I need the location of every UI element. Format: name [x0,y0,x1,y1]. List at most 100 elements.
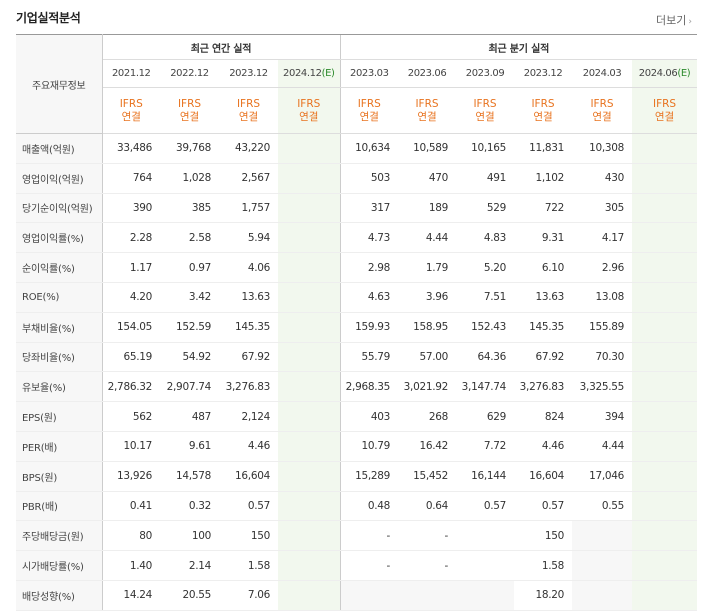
table-cell: 155.89 [572,312,632,342]
consolidation-type: 연결 [514,111,572,124]
table-cell: 154.05 [102,312,160,342]
table-cell [572,551,632,581]
row-label: BPS(원) [16,461,102,491]
consolidation-type: 연결 [278,111,340,124]
period-header: 2022.12 [160,60,219,88]
company-performance-widget: 기업실적분석 더보기 › 주요재무정보 최근 연간 실적 최근 분기 실적 202… [0,0,704,591]
table-cell: 529 [456,193,514,223]
table-cell [278,193,340,223]
table-cell: 18.20 [514,580,572,610]
table-cell: 562 [102,402,160,432]
row-label: PER(배) [16,431,102,461]
accounting-basis: IFRS 연결 [160,88,219,134]
table-cell: 150 [219,521,278,551]
period-label: 2021.12 [112,68,151,79]
period-header: 2023.12 [514,60,572,88]
accounting-basis: IFRS 연결 [456,88,514,134]
accounting-basis: IFRS 연결 [278,88,340,134]
row-label: ROE(%) [16,282,102,312]
table-row: 매출액(억원) 33,486 39,768 43,220 10,634 10,589 10,… [16,134,697,164]
table-cell: 189 [398,193,456,223]
table-cell: 5.20 [456,253,514,283]
table-cell: 2.98 [340,253,398,283]
table-cell: 145.35 [514,312,572,342]
consolidation-type: 연결 [398,111,456,124]
table-cell: 16,144 [456,461,514,491]
table-cell [632,312,697,342]
more-link[interactable]: 더보기 › [656,12,692,28]
period-header: 2023.12 [219,60,278,88]
table-cell: 4.17 [572,223,632,253]
period-header: 2023.09 [456,60,514,88]
table-cell: 4.46 [219,431,278,461]
table-cell [632,253,697,283]
table-cell: - [398,521,456,551]
accounting-basis: IFRS 연결 [398,88,456,134]
accounting-basis: IFRS 연결 [572,88,632,134]
table-cell [278,461,340,491]
period-label: 2024.06 [639,68,678,79]
table-cell: 13.63 [219,282,278,312]
table-cell [278,402,340,432]
table-cell: 317 [340,193,398,223]
table-cell: 9.61 [160,431,219,461]
table-cell [278,521,340,551]
table-cell: 80 [102,521,160,551]
consolidation-type: 연결 [572,111,632,124]
table-cell: 470 [398,163,456,193]
table-cell: 10,634 [340,134,398,164]
table-cell: 15,289 [340,461,398,491]
consolidation-type: 연결 [160,111,219,124]
table-cell [456,580,514,610]
table-cell: 1,102 [514,163,572,193]
table-cell: 3,276.83 [514,372,572,402]
row-label: 당기순이익(억원) [16,193,102,223]
table-cell: 0.41 [102,491,160,521]
table-cell: 491 [456,163,514,193]
table-cell: 0.57 [514,491,572,521]
table-cell: 824 [514,402,572,432]
consolidation-type: 연결 [456,111,514,124]
table-cell: 764 [102,163,160,193]
table-cell: 65.19 [102,342,160,372]
table-cell: 158.95 [398,312,456,342]
table-cell: 152.43 [456,312,514,342]
table-cell: 629 [456,402,514,432]
table-cell [632,193,697,223]
table-cell: 5.94 [219,223,278,253]
accounting-basis: IFRS 연결 [514,88,572,134]
table-cell: 430 [572,163,632,193]
table-cell: 1,757 [219,193,278,223]
period-header: 2024.03 [572,60,632,88]
table-cell: 268 [398,402,456,432]
table-cell: 0.32 [160,491,219,521]
group-quarter-header: 최근 분기 실적 [340,35,697,60]
table-cell [632,521,697,551]
table-cell: 4.46 [514,431,572,461]
table-cell: 394 [572,402,632,432]
table-cell [456,521,514,551]
table-cell: 14,578 [160,461,219,491]
table-cell: 0.97 [160,253,219,283]
period-label: 2023.09 [466,68,505,79]
table-cell [632,491,697,521]
table-cell: 3,021.92 [398,372,456,402]
table-cell [632,461,697,491]
table-cell: 1.17 [102,253,160,283]
table-cell: 16.42 [398,431,456,461]
accounting-basis: IFRS 연결 [632,88,697,134]
accounting-standard: IFRS [341,98,399,111]
table-cell: 17,046 [572,461,632,491]
table-row: 순이익률(%) 1.17 0.97 4.06 2.98 1.79 5.20 6.10 2.96 [16,253,697,283]
table-cell: 3.42 [160,282,219,312]
period-label: 2024.03 [583,68,622,79]
table-cell [278,312,340,342]
row-header-label: 주요재무정보 [16,35,102,134]
accounting-standard: IFRS [514,98,572,111]
table-cell: 2.28 [102,223,160,253]
table-cell: 0.57 [456,491,514,521]
row-label: 순이익률(%) [16,253,102,283]
table-cell: 10.79 [340,431,398,461]
table-cell: 16,604 [219,461,278,491]
table-cell: 70.30 [572,342,632,372]
